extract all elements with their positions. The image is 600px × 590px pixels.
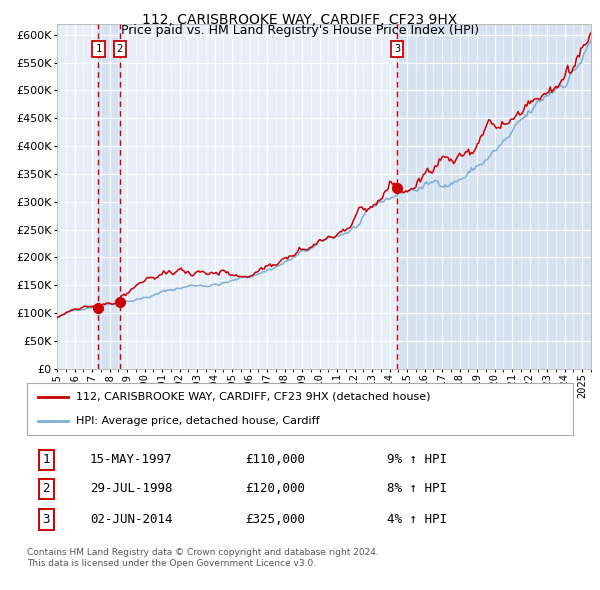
Text: 112, CARISBROOKE WAY, CARDIFF, CF23 9HX (detached house): 112, CARISBROOKE WAY, CARDIFF, CF23 9HX … xyxy=(76,392,431,402)
Text: 3: 3 xyxy=(394,44,400,54)
Text: 8% ↑ HPI: 8% ↑ HPI xyxy=(388,482,448,496)
Text: 29-JUL-1998: 29-JUL-1998 xyxy=(90,482,172,496)
Text: Price paid vs. HM Land Registry's House Price Index (HPI): Price paid vs. HM Land Registry's House … xyxy=(121,24,479,37)
Text: 2: 2 xyxy=(43,482,50,496)
Bar xyxy=(397,24,591,369)
Text: 02-JUN-2014: 02-JUN-2014 xyxy=(90,513,172,526)
Text: 3: 3 xyxy=(43,513,50,526)
Text: £120,000: £120,000 xyxy=(245,482,305,496)
Text: 2: 2 xyxy=(116,44,123,54)
Text: £110,000: £110,000 xyxy=(245,454,305,467)
Bar xyxy=(98,24,119,369)
Text: 9% ↑ HPI: 9% ↑ HPI xyxy=(388,454,448,467)
Text: Contains HM Land Registry data © Crown copyright and database right 2024.: Contains HM Land Registry data © Crown c… xyxy=(27,548,379,556)
Text: 4% ↑ HPI: 4% ↑ HPI xyxy=(388,513,448,526)
Text: 112, CARISBROOKE WAY, CARDIFF, CF23 9HX: 112, CARISBROOKE WAY, CARDIFF, CF23 9HX xyxy=(142,13,458,27)
Text: £325,000: £325,000 xyxy=(245,513,305,526)
Text: This data is licensed under the Open Government Licence v3.0.: This data is licensed under the Open Gov… xyxy=(27,559,316,568)
Text: 15-MAY-1997: 15-MAY-1997 xyxy=(90,454,172,467)
Text: 1: 1 xyxy=(43,454,50,467)
Text: 1: 1 xyxy=(95,44,101,54)
Text: HPI: Average price, detached house, Cardiff: HPI: Average price, detached house, Card… xyxy=(76,416,320,426)
